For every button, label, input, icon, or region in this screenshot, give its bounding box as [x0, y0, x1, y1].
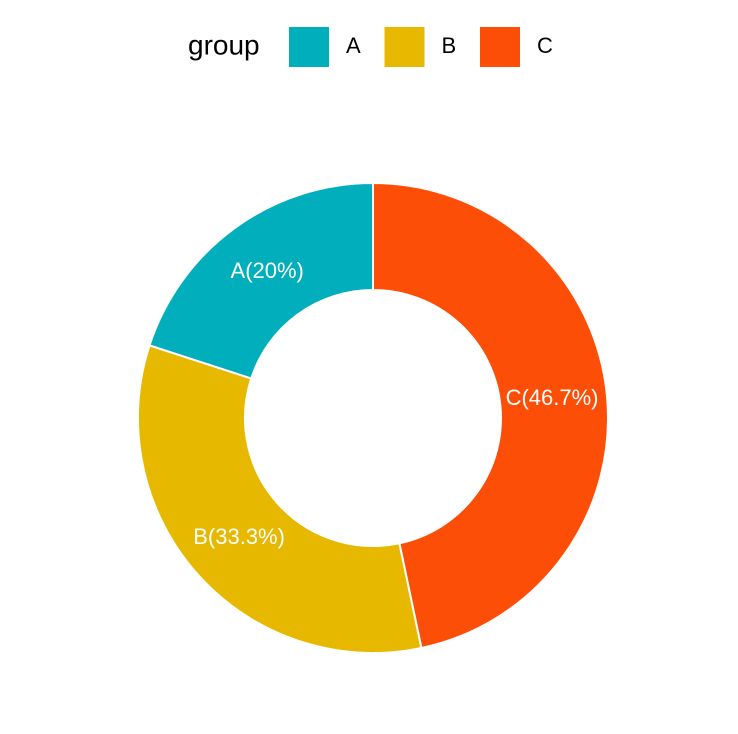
slice-label: B(33.3%) [193, 524, 285, 549]
slice [148, 181, 374, 380]
legend: A B C [289, 27, 553, 67]
legend-key [384, 27, 425, 67]
slices [137, 181, 609, 654]
legend-key [480, 27, 520, 67]
slice-label: A(20%) [231, 258, 304, 283]
slice [372, 181, 609, 650]
legend-label: A [346, 33, 361, 58]
legend-title: group [188, 29, 260, 60]
slice [137, 344, 423, 654]
legend-label: B [442, 33, 457, 58]
slice-label: C(46.7%) [506, 385, 599, 410]
slice-labels: C(46.7%) B(33.3%) A(20%) [193, 258, 598, 549]
legend-label: C [537, 33, 553, 58]
legend-key [289, 27, 329, 67]
